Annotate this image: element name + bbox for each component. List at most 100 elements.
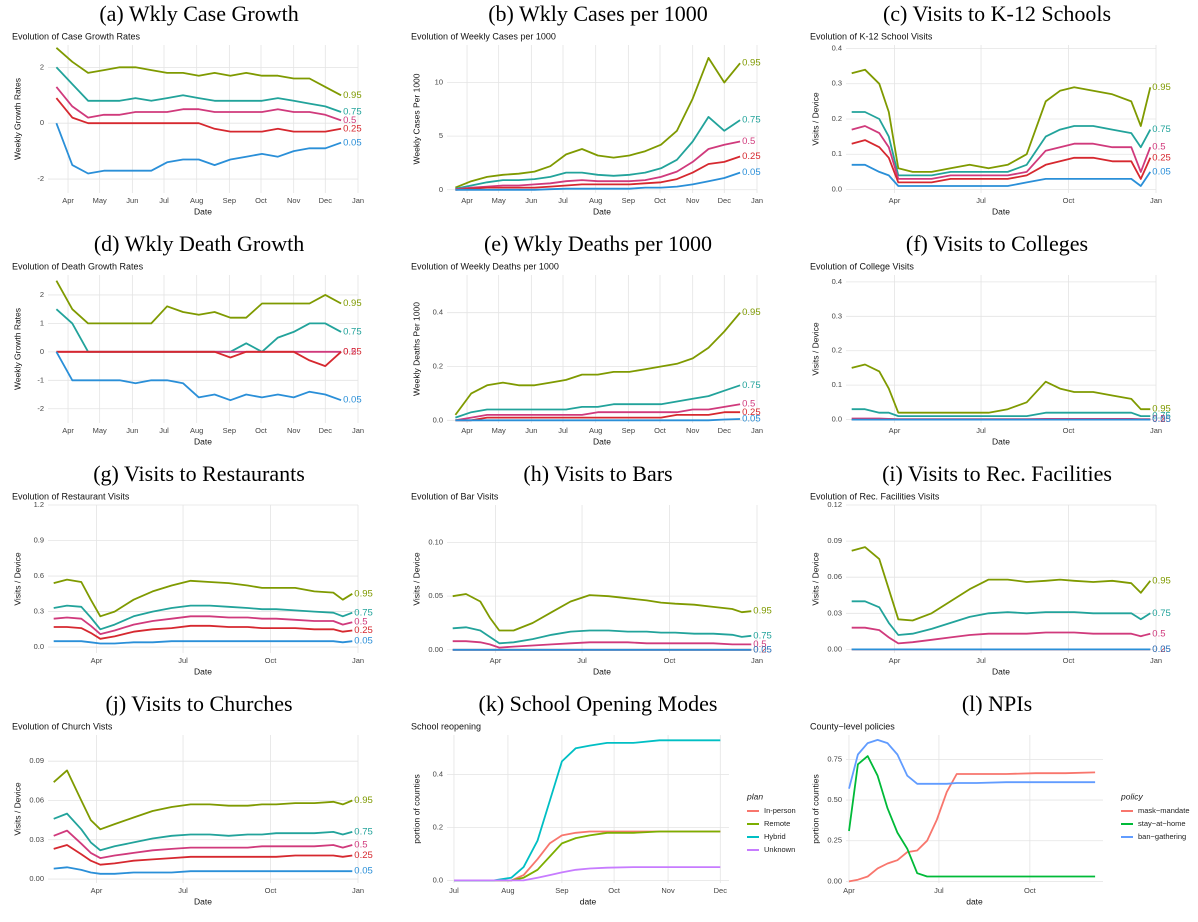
panel-caption: (h) Visits to Bars [523, 461, 672, 486]
end-label: 0.25 [354, 850, 373, 861]
x-axis-label: Date [593, 666, 611, 676]
y-tick-label: 1 [40, 318, 44, 327]
end-label: 0.75 [354, 826, 373, 837]
x-tick-label: Jan [352, 886, 364, 895]
end-label: 0.25 [1152, 644, 1171, 655]
legend-label: ban−gathering [1138, 832, 1186, 841]
end-label: 0.05 [742, 413, 761, 424]
end-label: 0.05 [354, 636, 373, 647]
end-label: 0.95 [343, 298, 362, 309]
series-line [55, 66, 342, 113]
end-label: 0.95 [1152, 575, 1171, 586]
end-label: 0.75 [1152, 608, 1171, 619]
x-tick-label: Sep [622, 196, 635, 205]
legend-label: Hybrid [764, 832, 786, 841]
series-line [55, 86, 342, 122]
y-tick-label: 0 [40, 118, 44, 127]
y-tick-label: 0.09 [29, 756, 44, 765]
x-tick-label: Nov [686, 426, 700, 435]
x-tick-label: Sep [223, 196, 236, 205]
y-tick-label: 0.00 [827, 876, 842, 885]
series-line [851, 626, 1151, 645]
x-tick-label: Oct [654, 426, 667, 435]
x-tick-label: Nov [287, 196, 301, 205]
x-tick-label: Jul [449, 886, 459, 895]
x-axis-label: Date [194, 896, 212, 906]
y-tick-label: -2 [37, 404, 44, 413]
panel-title: Evolution of Restaurant Visits [12, 491, 130, 501]
series-line [53, 769, 353, 831]
series-line [851, 546, 1152, 622]
end-label: 0.25 [343, 346, 362, 357]
series-line [454, 312, 741, 416]
legend-title: plan [746, 791, 763, 801]
series-line [53, 604, 353, 631]
x-axis-label: date [580, 896, 597, 906]
series-line [53, 844, 353, 866]
x-tick-label: Apr [62, 426, 74, 435]
end-label: 0.95 [1152, 404, 1171, 415]
series-line [452, 593, 752, 632]
x-tick-label: Apr [461, 426, 473, 435]
y-tick-label: 0.2 [433, 822, 443, 831]
end-label: 0.5 [1152, 628, 1165, 639]
series-line [454, 739, 721, 882]
series-line [55, 351, 342, 402]
legend-title: policy [1120, 791, 1143, 801]
x-tick-label: Sep [555, 886, 568, 895]
x-tick-label: Jan [1150, 426, 1162, 435]
series-line [53, 615, 353, 635]
end-label: 0.25 [1152, 152, 1171, 163]
y-tick-label: 10 [435, 78, 443, 87]
y-tick-label: 0.1 [832, 380, 842, 389]
x-axis-label: date [966, 896, 983, 906]
series-line [851, 408, 1151, 418]
end-label: 0.5 [354, 840, 367, 851]
series-line [848, 755, 1096, 878]
x-tick-label: Jun [525, 426, 537, 435]
panel-caption: (d) Wkly Death Growth [94, 231, 304, 256]
series-line [848, 739, 1096, 789]
end-label: 0.95 [742, 58, 761, 69]
x-tick-label: Dec [714, 886, 728, 895]
end-label: 0.05 [753, 644, 772, 655]
y-tick-label: 0.0 [832, 415, 842, 424]
panel-title: Evolution of Case Growth Rates [12, 31, 141, 41]
y-tick-label: 0.3 [34, 607, 44, 616]
y-tick-label: 0.2 [832, 346, 842, 355]
series-line [55, 122, 342, 175]
x-axis-label: Date [593, 436, 611, 446]
panel-caption: (b) Wkly Cases per 1000 [488, 1, 708, 26]
end-label: 0.25 [753, 644, 772, 655]
y-tick-label: 0 [40, 347, 44, 356]
end-label: 0.75 [753, 630, 772, 641]
x-tick-label: Oct [1063, 656, 1076, 665]
end-label: 0.25 [343, 123, 362, 134]
series-line [452, 640, 752, 649]
end-label: 0.75 [1152, 124, 1171, 135]
y-tick-label: 0.3 [832, 79, 842, 88]
y-tick-label: 0.0 [34, 642, 44, 651]
panel-title: Evolution of Rec. Facilities Visits [810, 491, 940, 501]
y-tick-label: 0.4 [832, 44, 842, 53]
end-label: 0.75 [354, 607, 373, 618]
end-label: 0.75 [343, 326, 362, 337]
y-tick-label: 0.00 [29, 874, 44, 883]
series-line [851, 163, 1152, 187]
series-line [455, 57, 741, 189]
x-tick-label: Aug [190, 196, 203, 205]
end-label: 0.75 [742, 380, 761, 391]
series-line [55, 97, 342, 133]
y-tick-label: 0.4 [433, 308, 443, 317]
y-axis-label: Weekly Growth Rates [12, 308, 22, 390]
x-tick-label: Jan [1150, 656, 1162, 665]
y-axis-label: Weekly Deaths Per 1000 [411, 302, 421, 396]
y-tick-label: 0.03 [29, 835, 44, 844]
x-tick-label: Apr [461, 196, 473, 205]
x-tick-label: Apr [91, 886, 103, 895]
y-tick-label: 1.2 [34, 500, 44, 509]
panel-caption: (g) Visits to Restaurants [93, 461, 305, 486]
x-axis-label: Date [992, 436, 1010, 446]
end-label: 0.25 [354, 625, 373, 636]
series-line [452, 626, 752, 645]
